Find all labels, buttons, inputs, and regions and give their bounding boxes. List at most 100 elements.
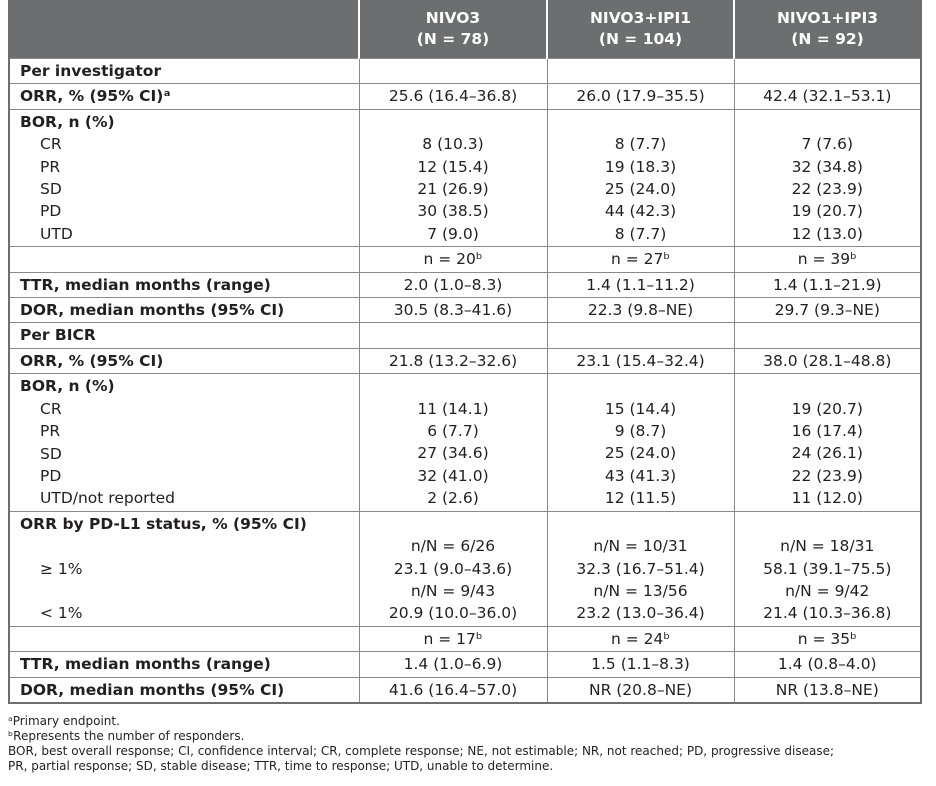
cell-value: 23.1 (9.0–43.6)	[393, 559, 513, 578]
value-cell: n = 27ᵇ	[546, 246, 735, 273]
footnotes: ᵃPrimary endpoint. ᵇRepresents the number…	[8, 714, 834, 774]
cell-value: 21 (26.9)	[417, 180, 489, 199]
cell-value: 24 (26.1)	[791, 444, 863, 463]
cell-value: 22 (23.9)	[791, 180, 863, 199]
row-label: SD	[40, 180, 62, 199]
row-label: DOR, median months (95% CI)	[20, 301, 285, 320]
cell-value: n = 20ᵇ	[423, 250, 483, 269]
value-cell	[733, 322, 922, 349]
spacer	[548, 375, 734, 397]
cell-value: NR (20.8–NE)	[588, 680, 693, 699]
cell-value: 26.0 (17.9–35.5)	[576, 87, 705, 106]
spacer	[20, 248, 359, 270]
spacer	[548, 324, 734, 346]
cell-value: n = 24ᵇ	[610, 629, 671, 648]
cell-value: 29.7 (9.3–NE)	[774, 301, 880, 320]
cell-value: 25 (24.0)	[604, 444, 677, 463]
table-wrap: NIVO3 (N = 78) NIVO3+IPI1 (N = 104) NIVO1+IP…	[8, 0, 922, 704]
label-cell: BOR, n (%) CR PR SD PD UTD/not reported	[8, 373, 360, 512]
spacer	[360, 111, 547, 133]
cell-value: 8 (10.3)	[422, 135, 484, 154]
row-label: PD	[40, 202, 62, 221]
cell-value: 30.5 (8.3–41.6)	[393, 301, 513, 320]
arm-name: NIVO1+IPI3	[776, 9, 879, 27]
cell-value: 19 (20.7)	[791, 202, 863, 221]
cell-value: 12 (15.4)	[417, 157, 489, 176]
value-cell: 15 (14.4) 9 (8.7) 25 (24.0) 43 (41.3) 12 (11…	[546, 373, 735, 512]
cell-value: n/N = 9/42	[785, 581, 870, 600]
value-cell: n/N = 6/26 23.1 (9.0–43.6) n/N = 9/43 20.9 …	[358, 510, 548, 627]
spacer	[360, 60, 547, 82]
cell-value: 8 (7.7)	[614, 224, 667, 243]
value-cell: 21.8 (13.2–32.6)	[358, 347, 548, 375]
table-row: ORR by PD-L1 status, % (95% CI) ≥ 1% < 1% n…	[8, 510, 922, 627]
label-cell: ORR by PD-L1 status, % (95% CI) ≥ 1% < 1%	[8, 510, 360, 627]
spacer	[735, 375, 921, 397]
cell-value: 2.0 (1.0–8.3)	[403, 275, 503, 294]
value-cell: n = 24ᵇ	[546, 625, 735, 653]
cell-value: 23.2 (13.0–36.4)	[576, 604, 705, 623]
arm-n: (N = 92)	[791, 30, 864, 48]
row-label: CR	[40, 135, 62, 154]
value-cell: 42.4 (32.1–53.1)	[733, 83, 922, 110]
value-cell: NR (13.8–NE)	[733, 676, 922, 704]
column-header: NIVO3+IPI1 (N = 104)	[546, 0, 734, 59]
row-label: ≥ 1%	[40, 559, 83, 578]
row-label: CR	[40, 399, 62, 418]
cell-value: 41.6 (16.4–57.0)	[388, 680, 518, 699]
cell-value: 20.9 (10.0–36.0)	[388, 604, 518, 623]
value-cell	[733, 57, 922, 85]
cell-value: 8 (7.7)	[614, 135, 667, 154]
column-header: NIVO3 (N = 78)	[358, 0, 547, 59]
table-row: ORR, % (95% CI)ᵃ 25.6 (16.4–36.8) 26.0 (17…	[8, 83, 922, 110]
cell-value: 43 (41.3)	[604, 466, 677, 485]
label-cell: TTR, median months (range)	[8, 271, 360, 299]
table-row: n = 20ᵇ n = 27ᵇ n = 39ᵇ	[8, 246, 922, 273]
cell-value: 22 (23.9)	[791, 466, 863, 485]
spacer	[548, 513, 734, 535]
cell-value: 58.1 (39.1–75.5)	[763, 559, 892, 578]
cell-value: n = 39ᵇ	[797, 250, 857, 269]
cell-value: 21.4 (10.3–36.8)	[763, 604, 892, 623]
value-cell: 26.0 (17.9–35.5)	[546, 83, 735, 110]
row-label: UTD/not reported	[40, 489, 175, 508]
row-label: TTR, median months (range)	[20, 275, 271, 294]
value-cell: 1.5 (1.1–8.3)	[546, 651, 735, 678]
value-cell: 38.0 (28.1–48.8)	[733, 347, 922, 375]
label-cell: ORR, % (95% CI)ᵃ	[8, 83, 360, 110]
spacer	[360, 513, 547, 535]
label-cell: BOR, n (%) CR PR SD PD UTD	[8, 108, 360, 248]
value-cell: 8 (7.7) 19 (18.3) 25 (24.0) 44 (42.3) 8 (7.7…	[546, 108, 735, 248]
cell-value: n = 27ᵇ	[610, 250, 671, 269]
cell-value: n/N = 10/31	[593, 537, 688, 556]
value-cell: n = 17ᵇ	[358, 625, 548, 653]
row-label: ORR, % (95% CI)ᵃ	[20, 87, 171, 106]
row-label: PR	[40, 422, 61, 441]
cell-value: 32 (34.8)	[791, 157, 863, 176]
table-row: TTR, median months (range) 1.4 (1.0–6.9) 1…	[8, 651, 922, 678]
table-row: BOR, n (%) CR PR SD PD UTD/not reported 11 (14…	[8, 373, 922, 512]
spacer	[20, 535, 359, 557]
cell-value: 25 (24.0)	[604, 180, 677, 199]
label-cell: ORR, % (95% CI)	[8, 347, 360, 375]
cell-value: 19 (20.7)	[791, 399, 863, 418]
value-cell: 8 (10.3) 12 (15.4) 21 (26.9) 30 (38.5) 7 (9.…	[358, 108, 548, 248]
spacer	[548, 60, 734, 82]
spacer	[360, 375, 547, 397]
cell-value: 7 (7.6)	[801, 135, 854, 154]
row-label: Per BICR	[20, 326, 96, 345]
value-cell: 1.4 (1.1–21.9)	[733, 271, 922, 299]
cell-value: 16 (17.4)	[791, 422, 863, 441]
spacer	[735, 324, 921, 346]
value-cell	[546, 57, 735, 85]
table-row: Per investigator	[8, 57, 922, 85]
value-cell: 29.7 (9.3–NE)	[733, 297, 922, 324]
label-cell: DOR, median months (95% CI)	[8, 676, 360, 704]
row-label: ORR, % (95% CI)	[20, 351, 164, 370]
footnote: ᵇRepresents the number of responders.	[8, 729, 245, 743]
arm-n: (N = 78)	[416, 30, 490, 48]
cell-value: 2 (2.6)	[427, 489, 479, 508]
cell-value: 1.4 (1.0–6.9)	[403, 655, 503, 674]
footnote: PR, partial response; SD, stable disease…	[8, 759, 554, 773]
row-label: BOR, n (%)	[20, 377, 115, 396]
